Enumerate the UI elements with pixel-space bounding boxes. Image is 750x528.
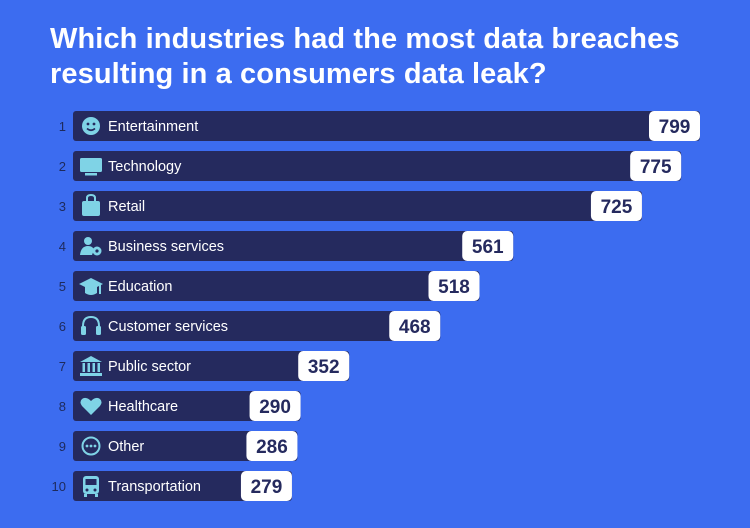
rank-label: 3 [59,199,66,214]
rank-label: 2 [59,159,66,174]
bar [73,111,700,141]
value-label: 286 [256,437,288,458]
bar-row: 1 Entertainment 799 [59,111,700,141]
bar-row: 9 Other 286 [59,431,298,461]
bar-row: 4 Business services 561 [59,231,514,261]
rank-label: 8 [59,399,66,414]
category-label: Public sector [108,359,191,375]
rank-label: 5 [59,279,66,294]
value-box [249,391,301,421]
smiley-icon [82,117,100,135]
value-label: 279 [251,477,283,498]
value-label: 725 [601,197,633,218]
heart-icon [80,397,102,415]
headset-icon [81,315,101,335]
bar-row: 3 Retail 725 [59,191,642,221]
category-label: Entertainment [108,119,198,135]
bar-row: 8 Healthcare 290 [59,391,301,421]
bar [73,231,514,261]
rank-label: 9 [59,439,66,454]
value-label: 799 [659,117,691,138]
bar-row: 5 Education 518 [59,271,480,301]
bar [73,151,682,181]
bar [73,471,292,501]
value-box [649,111,700,141]
value-box [246,431,298,461]
value-label: 290 [259,397,291,418]
rank-label: 1 [59,119,66,134]
category-label: Healthcare [108,399,178,415]
bar-row: 7 Public sector 352 [59,351,350,381]
value-box [389,311,441,341]
bus-icon [83,476,99,497]
category-label: Business services [108,239,224,255]
rank-label: 7 [59,359,66,374]
bar [73,351,350,381]
bar [73,191,642,221]
rank-label: 10 [52,479,66,494]
bar [73,271,480,301]
value-box [630,151,682,181]
category-label: Education [108,279,173,295]
bar-row: 6 Customer services 468 [59,311,441,341]
rank-label: 6 [59,319,66,334]
graduation-cap-icon [79,278,103,295]
value-label: 775 [640,157,672,178]
value-box [590,191,642,221]
bar [73,431,298,461]
category-label: Customer services [108,319,228,335]
rank-label: 4 [59,239,66,254]
value-box [428,271,480,301]
chart-title: Which industries had the most data breac… [50,23,680,90]
category-label: Other [108,439,144,455]
bar-row: 2 Technology 775 [59,151,682,181]
monitor-icon [80,158,102,176]
bar [73,311,441,341]
value-label: 561 [472,237,504,258]
value-label: 352 [308,357,340,378]
bar [73,391,301,421]
value-label: 468 [399,317,431,338]
category-label: Retail [108,199,145,215]
bar-row: 10 Transportation 279 [52,471,292,501]
government-building-icon [80,356,102,376]
category-label: Technology [108,159,182,175]
category-label: Transportation [108,479,201,495]
value-label: 518 [438,277,470,298]
value-box [462,231,514,261]
shopping-bag-icon [82,193,100,216]
value-box [240,471,292,501]
user-gear-icon [80,237,102,256]
value-box [298,351,350,381]
ellipsis-circle-icon [81,436,101,456]
